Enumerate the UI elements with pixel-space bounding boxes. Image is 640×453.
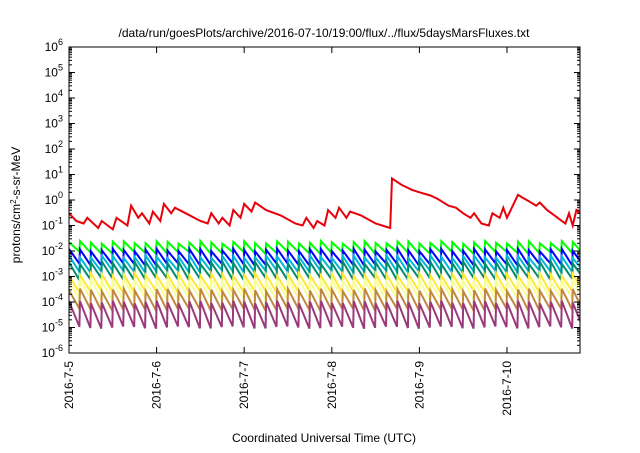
x-tick-label: 2016-7-7: [237, 361, 251, 409]
y-tick-label: 106: [45, 37, 63, 54]
y-tick-label-exponent: 2: [58, 139, 63, 149]
y-tick-label-exponent: 5: [58, 63, 63, 73]
series-group: [69, 176, 580, 330]
y-tick-label-base: 10: [42, 244, 56, 258]
y-tick-label: 10-3: [42, 267, 63, 284]
y-tick-label: 10-5: [42, 318, 63, 335]
plot-area: 10-610-510-410-310-210-11001011021031041…: [42, 37, 581, 416]
y-tick-label: 100: [45, 190, 63, 207]
y-tick-label: 105: [45, 63, 63, 80]
x-tick-label: 2016-7-5: [62, 361, 76, 409]
y-tick-label-exponent: 4: [58, 88, 63, 98]
y-tick-label: 102: [45, 139, 63, 156]
y-tick-label-exponent: 3: [58, 114, 63, 124]
y-tick-label-exponent: 6: [58, 37, 63, 47]
y-tick-label-exponent: -1: [55, 216, 63, 226]
chart-title: /data/run/goesPlots/archive/2016-07-10/1…: [119, 26, 531, 40]
flux-series-channel-1: [69, 176, 580, 232]
y-axis-label: protons/cm2-s-sr-MeV: [9, 147, 24, 263]
y-tick-label: 10-4: [42, 292, 63, 309]
y-tick-label-base: 10: [45, 117, 59, 131]
x-axis-label: Coordinated Universal Time (UTC): [232, 431, 416, 445]
y-tick-label-base: 10: [45, 40, 59, 54]
y-tick-label-base: 10: [45, 66, 59, 80]
x-tick-label: 2016-7-6: [150, 361, 164, 409]
y-tick-label-exponent: 1: [58, 165, 63, 175]
y-tick-label-base: 10: [45, 91, 59, 105]
x-tick-label: 2016-7-8: [325, 361, 339, 409]
x-tick-label: 2016-7-9: [412, 361, 426, 409]
flux-series-channel-9: [69, 300, 580, 330]
y-axis-label-main: protons/cm: [9, 204, 23, 263]
y-tick-label-base: 10: [42, 346, 56, 360]
y-tick-label: 10-1: [42, 216, 63, 233]
y-tick-label-exponent: -2: [55, 241, 63, 251]
y-tick-label-exponent: -5: [55, 318, 63, 328]
y-tick-label: 10-2: [42, 241, 63, 258]
y-tick-label-base: 10: [42, 270, 56, 284]
y-tick-label: 103: [45, 114, 63, 131]
y-tick-label-base: 10: [42, 295, 56, 309]
x-tick-label: 2016-7-10: [500, 361, 514, 416]
y-tick-label-base: 10: [45, 168, 59, 182]
y-axis-label-superscript: 2: [9, 199, 18, 204]
y-tick-label-base: 10: [42, 321, 56, 335]
y-axis-label-units: -s-sr-MeV: [9, 147, 23, 200]
y-tick-label: 104: [45, 88, 63, 105]
y-tick-label-exponent: -4: [55, 292, 63, 302]
y-tick-label: 10-6: [42, 343, 63, 360]
y-tick-label-exponent: -3: [55, 267, 63, 277]
y-tick-label-exponent: -6: [55, 343, 63, 353]
y-tick-label-base: 10: [45, 142, 59, 156]
y-tick-label-base: 10: [42, 219, 56, 233]
y-tick-label-base: 10: [45, 193, 59, 207]
y-tick-label: 101: [45, 165, 63, 182]
y-tick-label-exponent: 0: [58, 190, 63, 200]
